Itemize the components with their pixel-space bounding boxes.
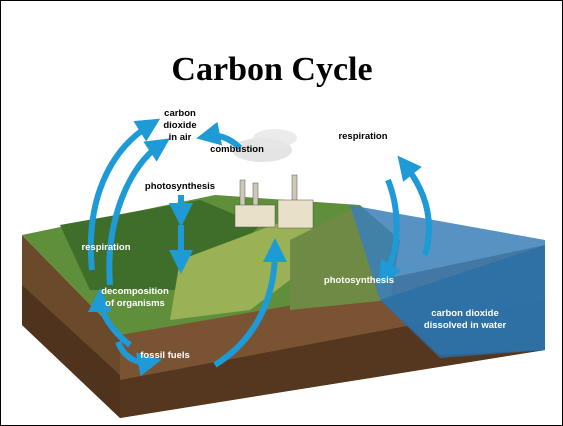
slide: Carbon Cycle carbondioxidein air combusti… bbox=[0, 0, 563, 426]
diagram-label: fossil fuels bbox=[140, 350, 190, 361]
diagram-label: carbon dioxide bbox=[431, 308, 499, 319]
diagram-label: carbon bbox=[164, 108, 196, 119]
diagram-label: decomposition bbox=[101, 286, 169, 297]
diagram-label: photosynthesis bbox=[145, 181, 215, 192]
diagram-label: dissolved in water bbox=[424, 320, 507, 331]
diagram-label: of organisms bbox=[105, 298, 165, 309]
diagram-label: combustion bbox=[210, 144, 264, 155]
diagram-label: photosynthesis bbox=[324, 275, 394, 286]
diagram-label: respiration bbox=[338, 131, 387, 142]
diagram-label: in air bbox=[169, 132, 192, 143]
diagram-label: dioxide bbox=[163, 120, 196, 131]
title: Carbon Cycle bbox=[171, 51, 372, 88]
diagram-label: respiration bbox=[81, 242, 130, 253]
